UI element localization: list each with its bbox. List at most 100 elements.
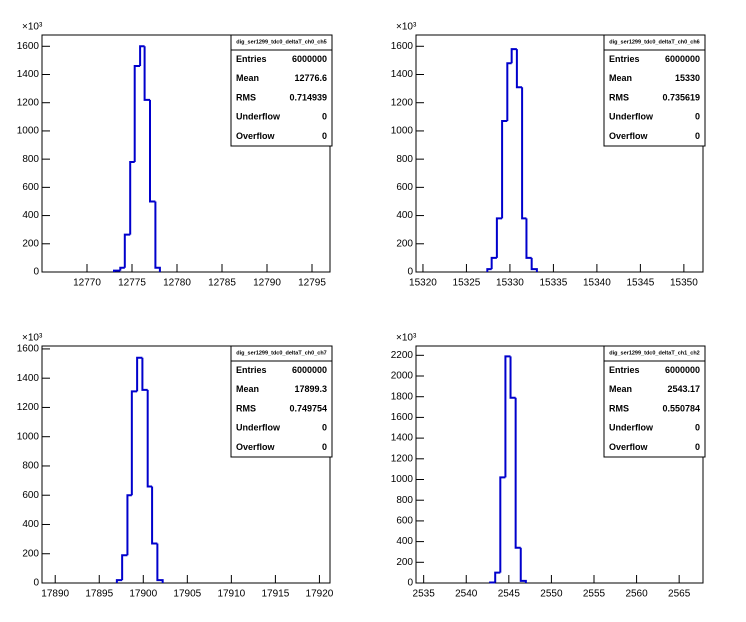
stats-box bbox=[603, 34, 706, 147]
y-tick-label: 1400 bbox=[17, 373, 40, 384]
stats-title: dig_ser1299_tdc0_deltaT_ch0_ch7 bbox=[236, 350, 327, 356]
histogram-bin bbox=[139, 45, 145, 67]
y-exponent: ×10³ bbox=[396, 333, 417, 344]
y-tick-label: 800 bbox=[22, 154, 39, 165]
x-tick-label: 2555 bbox=[583, 589, 606, 600]
x-tick-label: 12790 bbox=[253, 278, 281, 289]
x-tick-label: 12780 bbox=[163, 278, 191, 289]
stats-label: Entries bbox=[609, 365, 640, 375]
stats-label: RMS bbox=[609, 92, 629, 102]
y-tick-label: 0 bbox=[407, 578, 413, 589]
stats-value: 6000000 bbox=[665, 54, 700, 64]
x-tick-label: 17895 bbox=[85, 589, 113, 600]
x-tick-label: 17920 bbox=[306, 589, 334, 600]
frame bbox=[415, 34, 704, 273]
stats-value: 0 bbox=[322, 112, 327, 122]
histogram-bin bbox=[126, 494, 132, 556]
histogram-bin bbox=[149, 99, 156, 203]
histogram-bin bbox=[156, 543, 164, 583]
histogram-bin bbox=[115, 579, 123, 583]
histogram-bin bbox=[499, 476, 506, 573]
y-tick-label: 200 bbox=[396, 557, 413, 568]
x-tick-label: 15325 bbox=[453, 278, 481, 289]
stats-value: 12776.6 bbox=[294, 73, 327, 83]
histogram-bin bbox=[113, 269, 121, 272]
x-tick-label: 17910 bbox=[217, 589, 245, 600]
x-tick-label: 15330 bbox=[496, 278, 524, 289]
histogram-bin bbox=[143, 46, 150, 101]
y-tick-label: 1400 bbox=[391, 433, 414, 444]
histogram-bin bbox=[521, 87, 527, 220]
stats-value: 0 bbox=[322, 442, 327, 452]
stats-title: dig_ser1299_tdc0_deltaT_ch0_ch5 bbox=[236, 39, 327, 45]
x-tick-label: 2540 bbox=[455, 589, 478, 600]
x-tick-label: 15320 bbox=[409, 278, 437, 289]
y-tick-label: 0 bbox=[407, 267, 413, 278]
x-tick-label: 15340 bbox=[583, 278, 611, 289]
frame bbox=[415, 345, 704, 584]
stats-value: 0 bbox=[695, 112, 700, 122]
stats-box bbox=[230, 34, 333, 147]
y-tick-label: 1200 bbox=[391, 453, 414, 464]
x-tick-label: 12770 bbox=[73, 278, 101, 289]
histogram-bin bbox=[494, 571, 501, 583]
y-tick-label: 200 bbox=[22, 548, 39, 559]
x-tick-label: 17890 bbox=[41, 589, 69, 600]
histogram-bin bbox=[486, 268, 492, 272]
stats-value: 0 bbox=[695, 442, 700, 452]
y-tick-label: 2200 bbox=[391, 350, 414, 361]
x-tick-label: 15335 bbox=[540, 278, 568, 289]
y-tick-label: 1400 bbox=[391, 69, 414, 80]
y-tick-label: 800 bbox=[22, 461, 39, 472]
stats-label: RMS bbox=[609, 403, 629, 413]
x-tick-label: 2565 bbox=[668, 589, 691, 600]
histogram-bin bbox=[154, 201, 161, 272]
stats-label: Underflow bbox=[609, 423, 654, 433]
histogram-bin bbox=[490, 256, 497, 270]
stats-label: Overflow bbox=[609, 131, 649, 141]
stats-value: 0 bbox=[322, 423, 327, 433]
y-tick-label: 200 bbox=[22, 238, 39, 249]
stats-value: 0 bbox=[695, 423, 700, 433]
stats-label: Overflow bbox=[609, 442, 649, 452]
histogram-bin bbox=[146, 389, 153, 488]
stats-value: 6000000 bbox=[665, 365, 700, 375]
stats-value: 17899.3 bbox=[294, 384, 327, 394]
y-tick-label: 800 bbox=[396, 495, 413, 506]
y-tick-label: 1600 bbox=[391, 412, 414, 423]
frame bbox=[41, 34, 331, 273]
stats-title: dig_ser1299_tdc0_deltaT_ch1_ch2 bbox=[609, 350, 700, 356]
y-tick-label: 600 bbox=[22, 182, 39, 193]
histogram-bin bbox=[136, 356, 143, 392]
y-exponent: ×10³ bbox=[396, 22, 417, 33]
histogram-bin bbox=[141, 357, 148, 391]
y-tick-label: 1400 bbox=[17, 69, 40, 80]
y-tick-label: 1200 bbox=[391, 97, 414, 108]
histogram-bin bbox=[530, 257, 538, 272]
stats-label: Mean bbox=[609, 384, 632, 394]
y-tick-label: 400 bbox=[396, 210, 413, 221]
stats-label: RMS bbox=[236, 92, 256, 102]
stats-label: Mean bbox=[236, 384, 259, 394]
stats-value: 0 bbox=[695, 131, 700, 141]
x-tick-label: 15345 bbox=[626, 278, 654, 289]
stats-box bbox=[230, 345, 333, 458]
y-tick-label: 600 bbox=[396, 182, 413, 193]
histogram-bin bbox=[525, 218, 532, 259]
histogram-bin bbox=[519, 547, 527, 583]
histogram-bin bbox=[130, 390, 138, 496]
stats-label: RMS bbox=[236, 403, 256, 413]
stats-box bbox=[603, 345, 706, 458]
stats-value: 0.749754 bbox=[289, 403, 327, 413]
y-tick-label: 1000 bbox=[17, 431, 40, 442]
histogram-bin bbox=[506, 62, 512, 122]
stats-label: Entries bbox=[236, 365, 267, 375]
histogram-bin bbox=[514, 397, 521, 549]
y-tick-label: 600 bbox=[22, 490, 39, 501]
x-tick-label: 2560 bbox=[625, 589, 648, 600]
y-tick-label: 400 bbox=[22, 210, 39, 221]
y-tick-label: 1000 bbox=[391, 126, 414, 137]
x-tick-label: 12795 bbox=[298, 278, 326, 289]
histogram-bin bbox=[133, 65, 141, 162]
histogram-bin bbox=[119, 266, 125, 271]
